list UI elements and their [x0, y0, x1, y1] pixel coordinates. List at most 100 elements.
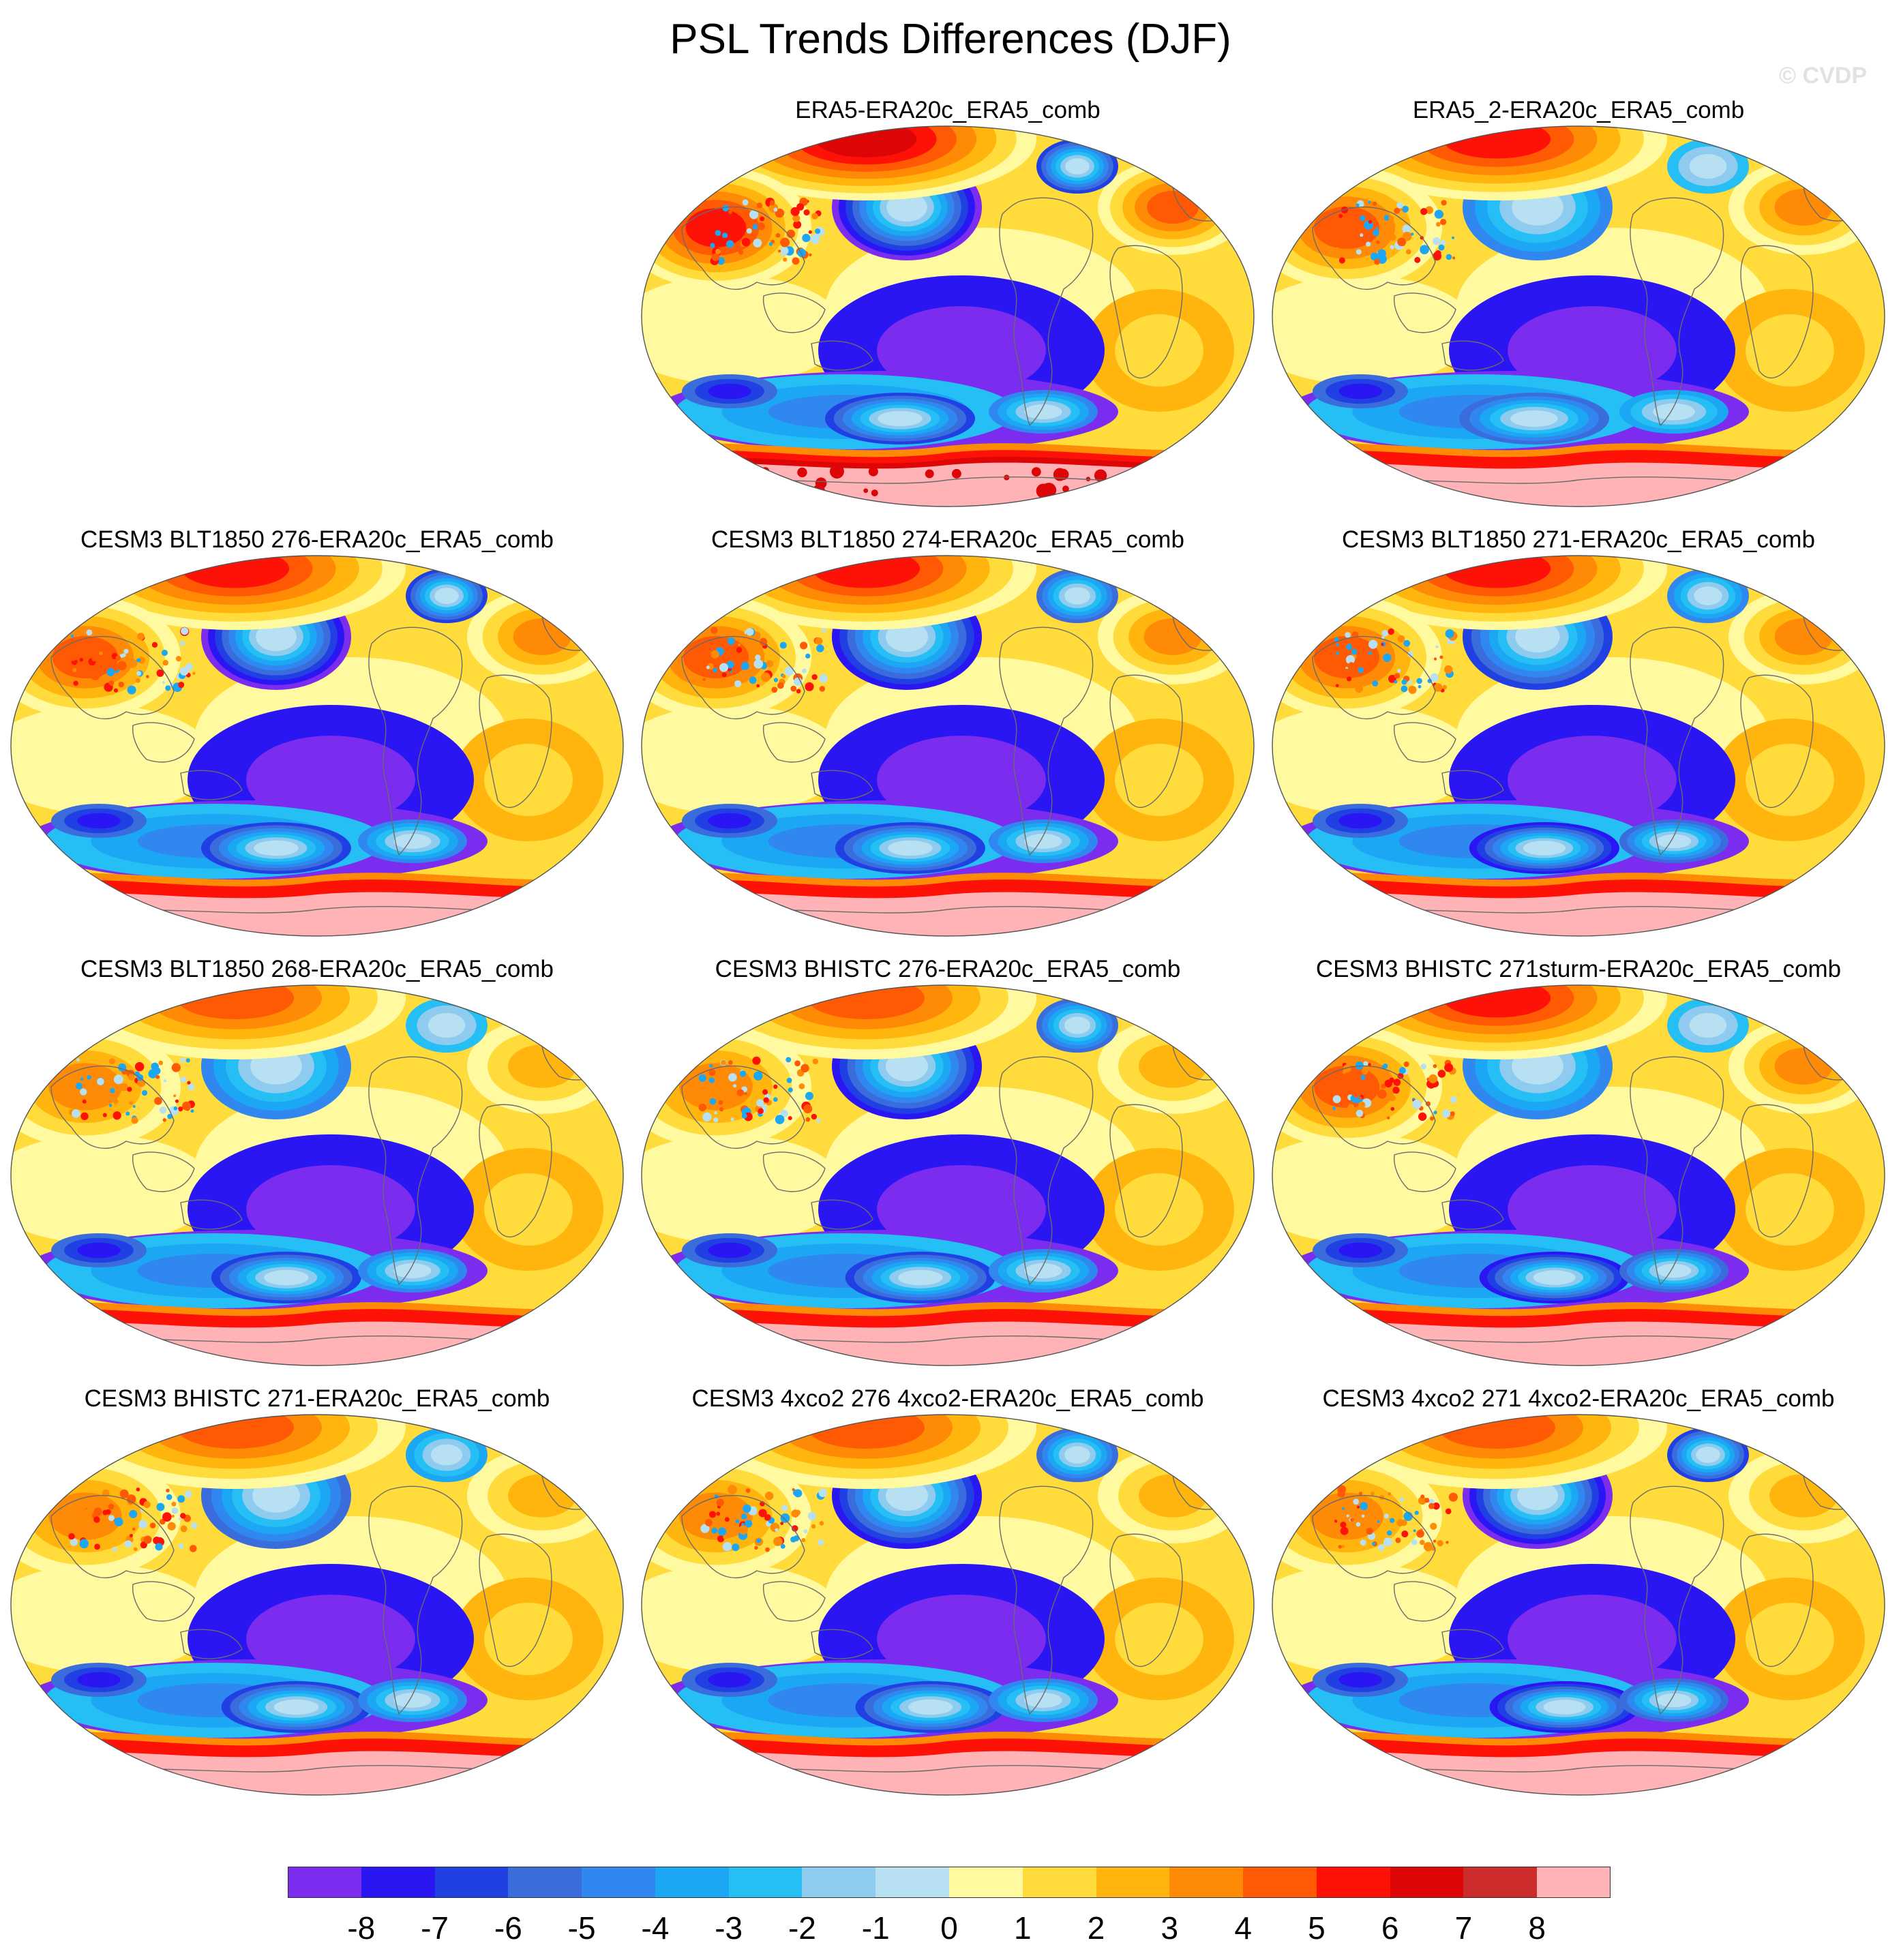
terrain-speckle — [86, 629, 93, 636]
coastline — [1312, 206, 1436, 290]
terrain-speckle — [756, 1538, 762, 1543]
southern-low — [1656, 1263, 1692, 1278]
panel-title: CESM3 BHISTC 271sturm-ERA20c_ERA5_comb — [1315, 956, 1842, 982]
terrain-speckle — [780, 1513, 790, 1523]
terrain-speckle — [728, 1060, 733, 1065]
terrain-speckle — [123, 648, 129, 654]
terrain-speckle — [711, 253, 720, 261]
terrain-speckle — [1420, 1064, 1427, 1070]
colorbar-swatch — [1463, 1867, 1538, 1898]
warm-zone — [1115, 743, 1203, 817]
terrain-speckle — [1444, 665, 1453, 674]
terrain-speckle — [1372, 680, 1379, 687]
terrain-speckle — [185, 1058, 190, 1063]
terrain-speckle — [1416, 1529, 1424, 1538]
southern-low — [1656, 1693, 1692, 1708]
terrain-speckle — [134, 1547, 138, 1552]
colorbar-tick-label: -7 — [421, 1910, 449, 1946]
coastline — [479, 1104, 552, 1237]
terrain-speckle — [785, 1057, 792, 1063]
terrain-speckle — [783, 257, 788, 262]
terrain-speckle — [819, 686, 826, 692]
colorbar-tick-label: -6 — [494, 1910, 522, 1946]
aleutian-low — [885, 1051, 929, 1082]
terrain-speckle — [72, 1109, 80, 1118]
southern-low — [708, 1672, 751, 1688]
terrain-speckle — [1437, 1070, 1446, 1078]
terrain-speckle — [1383, 653, 1392, 662]
terrain-speckle — [777, 682, 784, 689]
colorbar-swatch — [1243, 1867, 1317, 1898]
terrain-speckle — [121, 653, 126, 657]
aleutian-low — [256, 622, 297, 652]
map-outline — [1272, 555, 1885, 937]
terrain-speckle — [771, 687, 778, 693]
panel-title: ERA5_2-ERA20c_ERA5_comb — [1412, 97, 1745, 123]
terrain-speckle — [733, 1084, 737, 1088]
coastline — [762, 1581, 826, 1622]
map-panel: CESM3 BHISTC 271sturm-ERA20c_ERA5_comb — [1265, 954, 1892, 1366]
panel-title: CESM3 BLT1850 268-ERA20c_ERA5_comb — [80, 956, 554, 982]
antarctica-high — [1272, 462, 1885, 507]
terrain-speckle — [113, 1111, 121, 1120]
coastline — [1393, 722, 1456, 763]
terrain-speckle — [94, 1543, 100, 1550]
terrain-speckle — [775, 1528, 779, 1532]
terrain-speckle — [762, 1089, 768, 1095]
coastline — [762, 1151, 826, 1192]
map-outline — [10, 984, 624, 1366]
coastline — [50, 1494, 175, 1579]
terrain-speckle — [1358, 1096, 1362, 1100]
terrain-speckle — [1418, 1112, 1427, 1121]
terrain-speckle — [788, 1087, 793, 1093]
terrain-speckle — [1335, 684, 1339, 688]
colorbar-tick-label: 0 — [940, 1910, 958, 1946]
map-svg — [1272, 1414, 1885, 1796]
terrain-speckle — [178, 1543, 184, 1549]
antarctic-speckle — [863, 488, 869, 494]
terrain-speckle — [724, 1517, 730, 1522]
terrain-speckle — [732, 1543, 740, 1552]
psl-field — [642, 556, 1254, 936]
terrain-speckle — [1374, 258, 1380, 265]
pale-zone — [642, 705, 845, 814]
map-outline — [1272, 125, 1885, 507]
terrain-speckle — [710, 627, 718, 634]
terrain-speckle — [780, 246, 789, 255]
terrain-speckle — [800, 1064, 809, 1072]
map-outline — [641, 984, 1255, 1366]
terrain-speckle — [803, 1104, 813, 1114]
terrain-speckle — [1389, 1518, 1395, 1524]
antarctic-speckle — [744, 468, 749, 472]
colorbar-swatch — [288, 1867, 362, 1898]
coastline — [1312, 1065, 1436, 1149]
terrain-speckle — [728, 1073, 737, 1082]
terrain-speckle — [1356, 203, 1360, 207]
terrain-speckle — [790, 685, 797, 692]
coastline — [1312, 1494, 1436, 1579]
terrain-speckle — [171, 1063, 181, 1072]
terrain-speckle — [1444, 1063, 1454, 1072]
terrain-speckle — [1329, 663, 1338, 672]
terrain-speckle — [108, 1104, 113, 1107]
terrain-speckle — [717, 1535, 725, 1543]
terrain-speckle — [1397, 237, 1406, 247]
terrain-speckle — [1433, 1111, 1437, 1115]
terrain-speckle — [758, 1509, 767, 1518]
pale-zone — [11, 1564, 215, 1673]
southern-low — [393, 1263, 432, 1279]
terrain-speckle — [1397, 635, 1405, 643]
coastline — [132, 1151, 195, 1192]
coastline — [1630, 1056, 1724, 1286]
southern-low — [708, 813, 751, 829]
terrain-speckle — [127, 1494, 136, 1504]
terrain-speckle — [129, 1101, 133, 1105]
terrain-speckle — [1392, 1086, 1400, 1094]
terrain-speckle — [1403, 639, 1411, 647]
terrain-speckle — [137, 633, 145, 640]
terrain-speckle — [1434, 683, 1443, 692]
arctic-low — [1065, 158, 1090, 175]
terrain-speckle — [1377, 1520, 1380, 1523]
terrain-speckle — [158, 1060, 164, 1066]
terrain-speckle — [162, 1118, 166, 1122]
